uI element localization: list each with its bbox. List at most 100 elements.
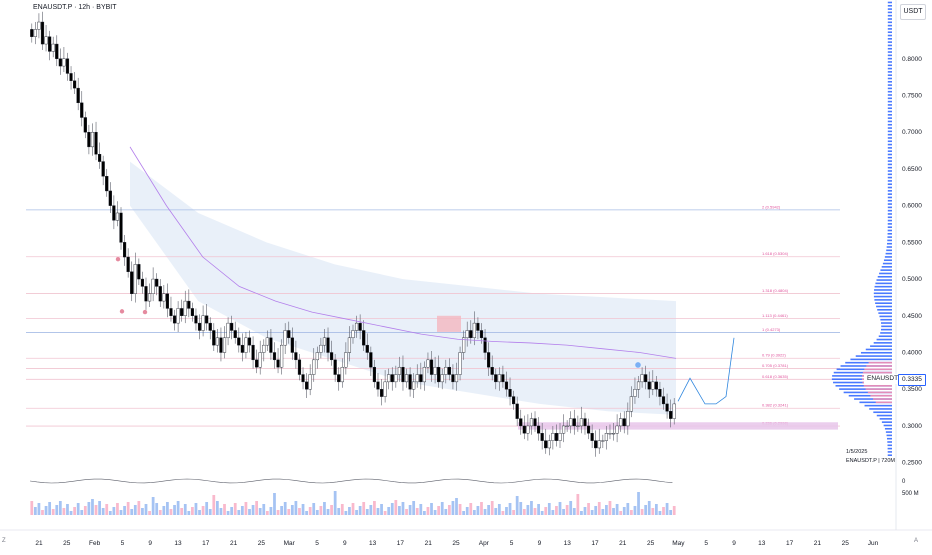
volume-profile-bar xyxy=(879,272,892,275)
volume-profile-bar-sell xyxy=(864,368,892,371)
volume-profile-bar xyxy=(887,38,892,40)
volume-bar xyxy=(305,511,308,515)
volume-profile-bar xyxy=(887,44,892,47)
volume-bar xyxy=(658,511,662,515)
candle-body xyxy=(415,374,419,383)
candle-body xyxy=(201,315,205,331)
volume-bar xyxy=(287,509,291,515)
volume-bar xyxy=(62,508,66,515)
demand-zone xyxy=(518,422,838,430)
candle-body xyxy=(37,21,41,30)
volume-bar xyxy=(98,501,101,515)
volume-profile-bar xyxy=(887,104,892,106)
volume-profile-bar xyxy=(887,451,892,453)
auto-scale-button[interactable]: A xyxy=(913,538,918,544)
candle-body xyxy=(401,366,405,383)
volume-bar xyxy=(408,505,412,515)
candle-body xyxy=(294,352,298,361)
x-tick-label: 21 xyxy=(230,540,238,547)
candle-body xyxy=(55,43,59,59)
volume-profile-bar xyxy=(887,4,892,7)
volume-bar xyxy=(515,496,519,515)
candle-body xyxy=(490,366,494,375)
y-tick-label: 0.5000 xyxy=(902,276,922,283)
volume-profile-bar xyxy=(874,289,892,291)
volume-bar xyxy=(512,510,515,515)
volume-bar xyxy=(644,505,648,515)
candle-body xyxy=(337,374,341,383)
candle-body xyxy=(544,440,548,449)
candle-body xyxy=(33,29,37,37)
volume-bar xyxy=(119,510,123,515)
candle-body xyxy=(101,161,105,177)
volume-profile-bar xyxy=(887,160,892,162)
candle-body xyxy=(672,403,676,419)
volume-bar xyxy=(301,504,305,515)
volume-bar xyxy=(580,511,583,515)
candle-body xyxy=(419,374,423,383)
candle-body xyxy=(251,344,255,361)
volume-bar xyxy=(444,509,448,515)
candle-body xyxy=(112,205,116,221)
volume-bar xyxy=(355,510,358,515)
currency-unit-button[interactable]: USDT xyxy=(900,4,926,20)
candle-body xyxy=(215,337,219,346)
x-tick-label: 5 xyxy=(704,540,708,547)
fib-label: 0.382 (0.3241) xyxy=(762,403,789,408)
candle-body xyxy=(194,315,198,324)
volume-bar xyxy=(576,494,580,515)
candle-body xyxy=(379,389,384,397)
volume-profile-bar xyxy=(887,71,892,73)
volume-profile-bar xyxy=(873,295,892,298)
volume-bar xyxy=(137,501,141,515)
volume-bar xyxy=(487,505,491,515)
candle-body xyxy=(105,176,109,192)
x-tick-label: 5 xyxy=(510,540,514,547)
volume-profile-bar xyxy=(887,64,892,67)
volume-profile-bar xyxy=(880,322,892,324)
volume-profile-bar xyxy=(887,51,892,53)
fib-label: 1.618 (0.5304) xyxy=(762,251,789,256)
last-price-tag: 0.3335 xyxy=(898,374,926,386)
volume-bar xyxy=(605,505,608,515)
volume-profile-bar xyxy=(878,312,892,314)
candle-body xyxy=(62,58,66,67)
candle-body xyxy=(197,322,202,331)
volume-bar xyxy=(447,505,451,515)
volume-bar xyxy=(612,508,615,515)
candle-body xyxy=(94,131,98,155)
volume-bar xyxy=(558,502,562,515)
volume-bar xyxy=(483,509,487,515)
candle-body xyxy=(376,381,380,390)
candle-body xyxy=(644,374,648,383)
volume-bar xyxy=(422,511,426,515)
volume-bar xyxy=(351,503,355,515)
candle-body xyxy=(554,433,559,441)
volume-profile-bar xyxy=(887,140,892,143)
volume-bar xyxy=(87,502,91,515)
volume-bar xyxy=(630,510,633,515)
candle-body xyxy=(619,418,623,427)
volume-bar xyxy=(415,508,419,515)
fib-label: 0.79 (0.3922) xyxy=(762,353,786,358)
candle-body xyxy=(601,440,605,442)
candle-body xyxy=(369,352,373,368)
candle-body xyxy=(354,322,359,331)
x-tick-label: 25 xyxy=(452,540,460,547)
x-tick-label: Jun xyxy=(868,540,879,547)
volume-bar xyxy=(490,501,494,515)
volume-profile-bar xyxy=(887,153,892,156)
volume-bar xyxy=(255,501,259,515)
volume-profile-bar-sell xyxy=(873,398,892,400)
x-tick-label: 17 xyxy=(397,540,405,547)
candle-body xyxy=(397,366,401,375)
candle-body xyxy=(255,359,259,368)
volume-profile-bar xyxy=(887,441,892,443)
volume-profile-bar xyxy=(887,437,892,440)
y-tick-label: 0.2500 xyxy=(902,460,922,467)
volume-profile-bar xyxy=(887,223,892,225)
volume-profile-bar-sell xyxy=(870,394,892,397)
volume-bar xyxy=(480,502,483,515)
candle-body xyxy=(44,36,48,45)
